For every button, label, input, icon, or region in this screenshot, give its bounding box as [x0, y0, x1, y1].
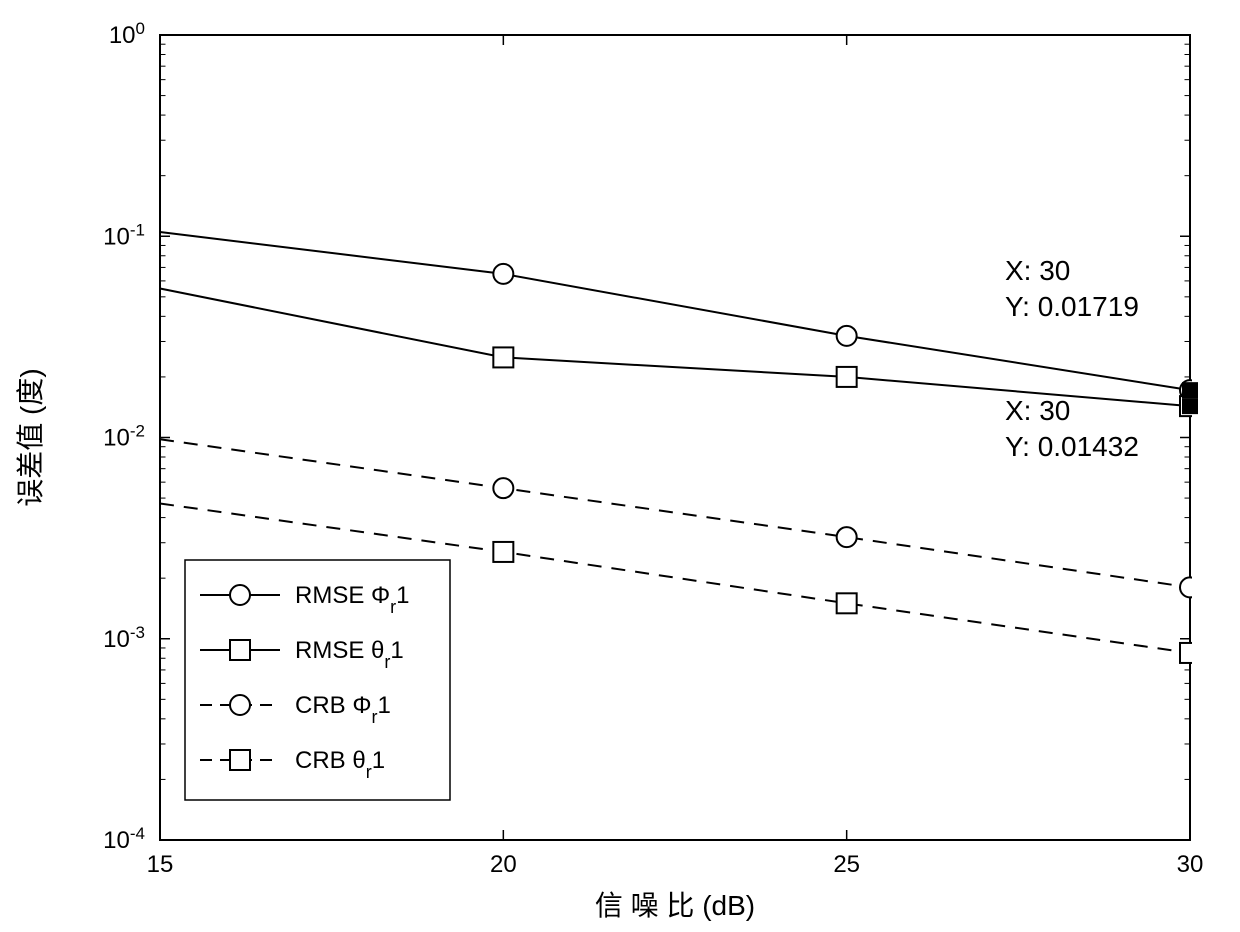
x-tick-label: 20	[490, 851, 517, 878]
x-tick-label: 30	[1177, 851, 1204, 878]
marker-circle	[837, 527, 857, 547]
datatip-text-x: X: 30	[1005, 395, 1070, 426]
marker-square	[493, 347, 513, 367]
marker-circle	[1180, 577, 1200, 597]
marker-square	[493, 542, 513, 562]
x-tick-label: 25	[833, 851, 860, 878]
marker-square	[837, 593, 857, 613]
y-tick-label: 100	[109, 19, 145, 50]
datatip-marker[interactable]	[1182, 398, 1198, 414]
marker-circle	[837, 326, 857, 346]
y-axis-label: 误差值 (度)	[15, 368, 46, 506]
datatip-text-x: X: 30	[1005, 255, 1070, 286]
marker-circle	[493, 478, 513, 498]
datatip-text-y: Y: 0.01432	[1005, 431, 1139, 462]
y-tick-label: 10-4	[103, 824, 145, 855]
y-tick-label: 10-2	[103, 421, 145, 452]
chart-svg: 15 20 25 30 信 噪 比 (dB) 10-4 10-3 10-2 10-1 100 误差值…	[0, 0, 1240, 932]
chart-container: 15 20 25 30 信 噪 比 (dB) 10-4 10-3 10-2 10-1 100 误差值…	[0, 0, 1240, 932]
marker-circle	[493, 264, 513, 284]
legend-marker-square	[230, 640, 250, 660]
y-tick-label: 10-3	[103, 622, 145, 653]
legend-marker-square	[230, 750, 250, 770]
datatip-marker[interactable]	[1182, 382, 1198, 398]
legend-marker-circle	[230, 695, 250, 715]
marker-square	[1180, 643, 1200, 663]
x-axis-label: 信 噪 比 (dB)	[595, 890, 755, 921]
legend-marker-circle	[230, 585, 250, 605]
x-tick-label: 15	[147, 851, 174, 878]
marker-square	[837, 367, 857, 387]
y-tick-label: 10-1	[103, 220, 145, 251]
datatip-text-y: Y: 0.01719	[1005, 291, 1139, 322]
